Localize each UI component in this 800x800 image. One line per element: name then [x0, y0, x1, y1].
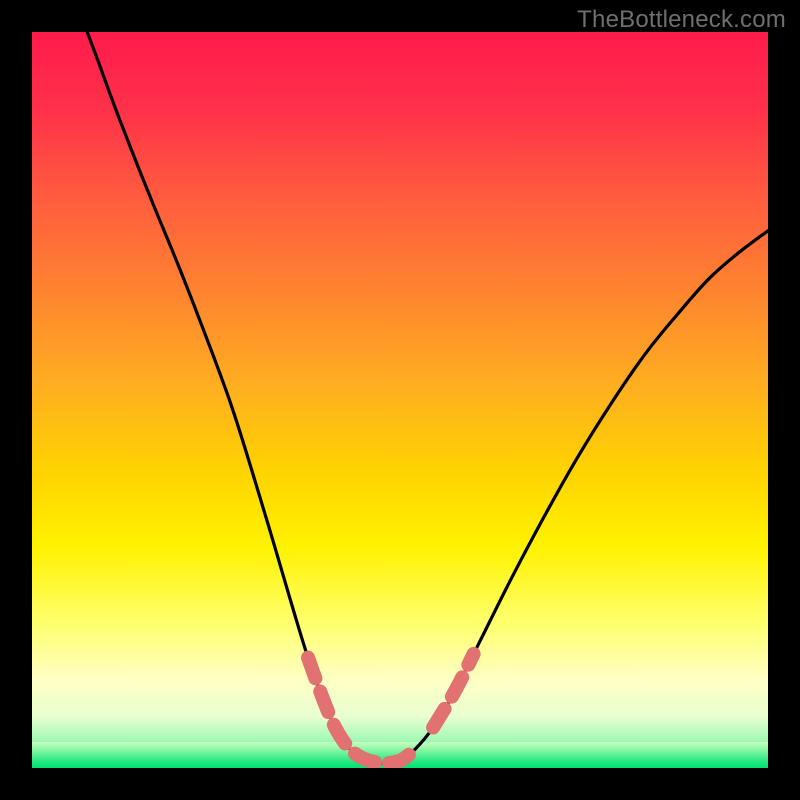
watermark-text: TheBottleneck.com	[577, 6, 786, 34]
gradient-background	[32, 32, 768, 768]
green-band	[32, 742, 768, 768]
plot-area	[32, 32, 768, 768]
chart-container: { "meta": { "watermark_text": "TheBottle…	[0, 0, 800, 800]
